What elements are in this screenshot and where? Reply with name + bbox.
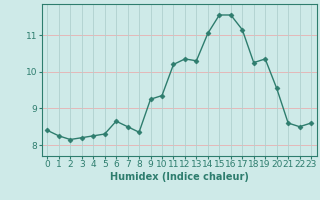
X-axis label: Humidex (Indice chaleur): Humidex (Indice chaleur) bbox=[110, 172, 249, 182]
